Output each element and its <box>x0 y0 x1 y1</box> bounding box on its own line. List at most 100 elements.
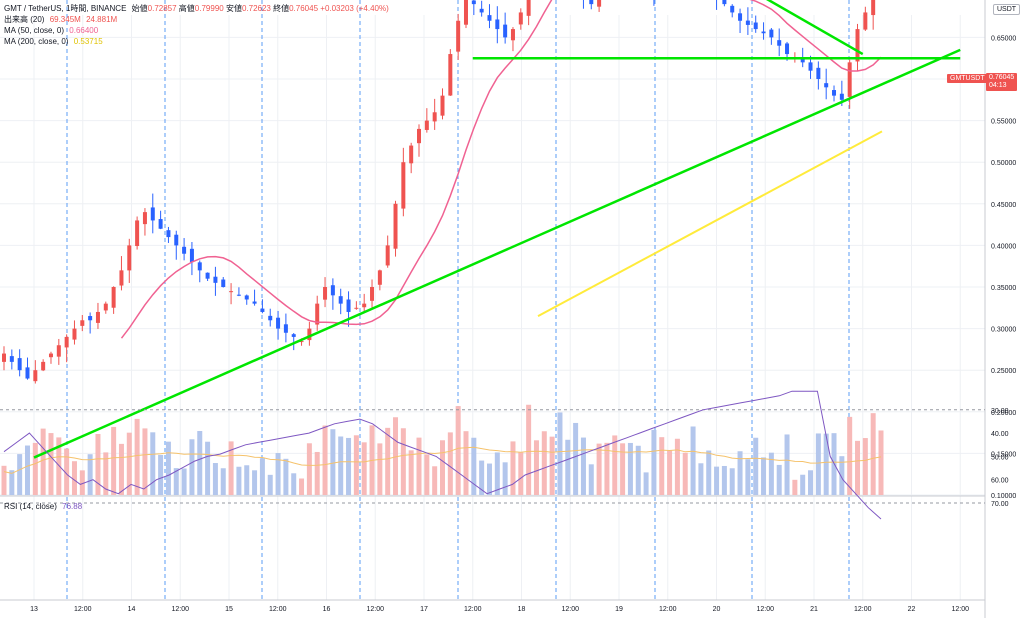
price-tick-label: 0.25000 <box>991 368 1016 375</box>
time-tick-label: 12:00 <box>366 606 384 613</box>
candle-body <box>753 22 758 30</box>
rsi-tick-label: 50.00 <box>991 454 1009 461</box>
rsi-label[interactable]: RSI (14, close) <box>4 502 57 511</box>
volume-bar <box>447 432 453 495</box>
close-label: 終値 <box>273 4 290 13</box>
price-tick-label: 0.65000 <box>991 35 1016 42</box>
price-tick-label: 0.35000 <box>991 285 1016 292</box>
volume-bar <box>510 441 516 495</box>
candle-body <box>769 29 774 38</box>
candle-body <box>221 279 226 287</box>
volume-bar <box>142 428 148 495</box>
countdown-value: 04:13 <box>989 82 1007 89</box>
currency-button[interactable]: USDT <box>993 4 1021 15</box>
volume-bar <box>596 443 602 495</box>
time-tick-label: 12:00 <box>951 606 969 613</box>
candle-body <box>158 219 163 229</box>
candle-body <box>64 336 69 348</box>
volume-bar <box>377 443 383 495</box>
price-tick-label: 0.10000 <box>991 493 1016 500</box>
candle-body <box>487 15 492 21</box>
trendline <box>33 48 961 459</box>
candle-body <box>401 162 406 209</box>
candle-body <box>9 356 14 362</box>
volume-bar <box>651 429 657 495</box>
price-tick-label: 0.45000 <box>991 202 1016 209</box>
volume-bar <box>800 474 806 495</box>
volume-bar <box>588 464 594 495</box>
volume-bar <box>40 428 46 495</box>
volume-bar <box>761 457 767 495</box>
high-label: 高値 <box>178 4 195 13</box>
low-label: 安値 <box>225 4 242 13</box>
candle-body <box>597 0 602 7</box>
volume-bar <box>322 425 328 495</box>
candle-body <box>738 13 743 21</box>
volume-bar <box>259 458 265 495</box>
candle-body <box>808 62 813 71</box>
volume-bar <box>103 452 109 495</box>
volume-bar <box>118 443 124 495</box>
candle-body <box>510 29 515 41</box>
volume-bar <box>643 472 649 495</box>
time-tick-label: 17 <box>420 606 428 613</box>
candle-body <box>166 230 171 238</box>
volume-bar <box>346 437 352 495</box>
volume-label[interactable]: 出来高 (20) <box>4 15 45 24</box>
candle-body <box>824 83 829 88</box>
candle-body <box>72 328 77 340</box>
volume-bar <box>667 450 673 495</box>
volume-bar <box>189 439 195 495</box>
ma200-label[interactable]: MA (200, close, 0) <box>4 37 69 46</box>
volume-bar <box>706 450 712 495</box>
volume-bar <box>228 441 234 495</box>
candle-body <box>385 245 390 266</box>
candle-body <box>800 58 805 63</box>
volume-bar <box>714 466 720 495</box>
candle-body <box>832 90 837 96</box>
volume-bar <box>275 453 281 495</box>
candle-body <box>377 270 382 285</box>
volume-bar <box>158 454 164 495</box>
candle-body <box>48 353 53 358</box>
candle-body <box>323 287 328 300</box>
volume-bar <box>698 463 704 495</box>
candle-body <box>816 67 821 79</box>
volume-bar <box>737 451 743 495</box>
candle-body <box>730 5 735 13</box>
candle-body <box>847 62 852 97</box>
candle-body <box>244 295 249 300</box>
volume-bar <box>64 448 70 495</box>
rsi-line <box>3 390 882 520</box>
volume-bar <box>165 441 171 495</box>
volume-bar <box>635 445 641 495</box>
volume-bar <box>573 422 579 495</box>
time-tick-label: 12:00 <box>854 606 872 613</box>
candle-body <box>80 320 85 326</box>
volume-bar <box>659 437 665 495</box>
volume-bar <box>580 437 586 495</box>
candle-body <box>127 245 132 271</box>
ma50-label[interactable]: MA (50, close, 0) <box>4 26 65 35</box>
chart-legend: GMT / TetherUS, 1時間, BINANCE 始値0.72857 高… <box>4 3 389 47</box>
symbol-label[interactable]: GMT / TetherUS, 1時間, BINANCE <box>4 4 127 13</box>
candle-body <box>197 262 202 271</box>
candle-body <box>471 0 476 5</box>
candle-body <box>432 112 437 122</box>
candle-body <box>213 276 218 283</box>
volume-bar <box>1 465 7 495</box>
volume-bar <box>353 435 359 495</box>
candle-body <box>495 19 500 30</box>
volume-bar <box>134 418 140 495</box>
candle-body <box>393 203 398 249</box>
candle-body <box>260 308 265 312</box>
volume-bar <box>479 460 485 495</box>
candle-body <box>56 345 61 357</box>
volume-bar <box>541 431 547 495</box>
volume-bar <box>48 433 54 495</box>
volume-bar <box>823 433 829 495</box>
volume-ma-value: 24.881M <box>86 15 118 24</box>
volume-bar <box>24 445 30 495</box>
